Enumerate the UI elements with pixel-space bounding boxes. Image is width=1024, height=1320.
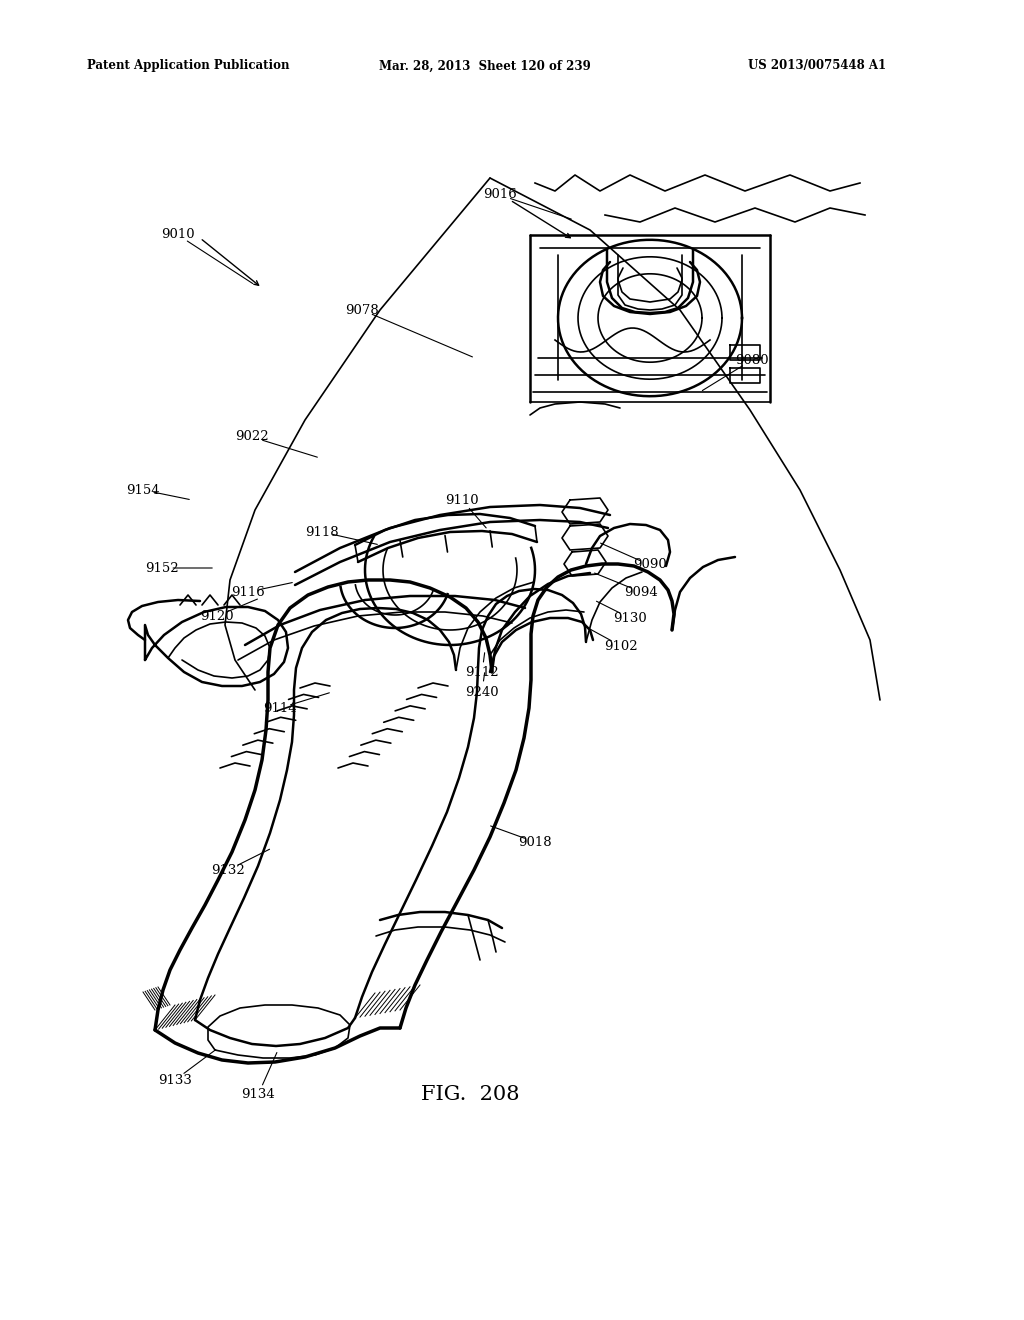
Text: 9130: 9130 bbox=[613, 611, 647, 624]
Text: 9120: 9120 bbox=[200, 610, 233, 623]
Text: 9010: 9010 bbox=[161, 228, 195, 242]
Text: 9133: 9133 bbox=[158, 1073, 191, 1086]
Text: 9116: 9116 bbox=[231, 586, 265, 598]
Text: US 2013/0075448 A1: US 2013/0075448 A1 bbox=[748, 59, 886, 73]
Text: 9152: 9152 bbox=[145, 561, 179, 574]
Text: Patent Application Publication: Patent Application Publication bbox=[87, 59, 290, 73]
Text: 9132: 9132 bbox=[211, 863, 245, 876]
Text: 9018: 9018 bbox=[518, 836, 552, 849]
Text: Mar. 28, 2013  Sheet 120 of 239: Mar. 28, 2013 Sheet 120 of 239 bbox=[379, 59, 591, 73]
Text: 9102: 9102 bbox=[604, 639, 638, 652]
Text: 9240: 9240 bbox=[465, 685, 499, 698]
Text: 9094: 9094 bbox=[624, 586, 657, 598]
Text: 9154: 9154 bbox=[126, 483, 160, 496]
Text: 9016: 9016 bbox=[483, 189, 517, 202]
Text: 9090: 9090 bbox=[633, 558, 667, 572]
Text: 9110: 9110 bbox=[445, 494, 479, 507]
Text: 9080: 9080 bbox=[735, 354, 769, 367]
Text: FIG.  208: FIG. 208 bbox=[421, 1085, 519, 1105]
Text: 9022: 9022 bbox=[236, 430, 269, 444]
Text: 9118: 9118 bbox=[305, 525, 339, 539]
Text: 9114: 9114 bbox=[263, 701, 297, 714]
Text: 9134: 9134 bbox=[241, 1089, 274, 1101]
Text: 9078: 9078 bbox=[345, 304, 379, 317]
Text: 9112: 9112 bbox=[465, 667, 499, 680]
